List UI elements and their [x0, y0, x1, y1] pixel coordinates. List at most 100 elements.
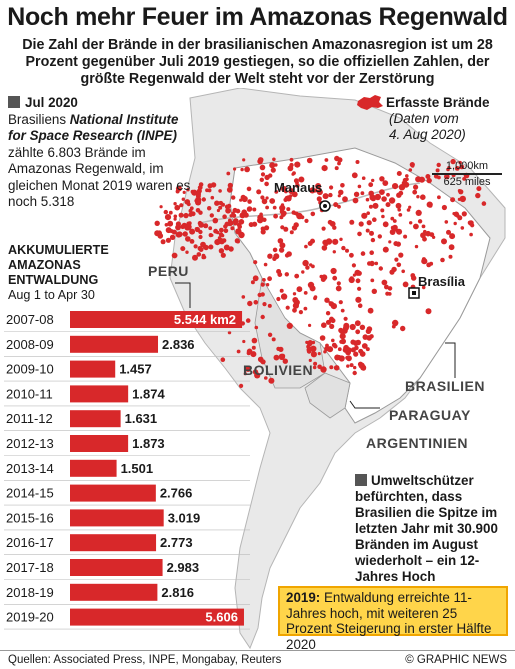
fire-dot — [371, 288, 377, 294]
bar-category-label: 2010-11 — [6, 386, 53, 401]
fire-dot — [360, 191, 365, 196]
fire-dot — [368, 182, 374, 188]
fire-dot — [329, 323, 335, 329]
fire-dot — [316, 196, 322, 202]
fire-dot — [272, 157, 276, 162]
fire-dot — [323, 350, 327, 354]
fire-dot — [361, 212, 368, 219]
fire-dot — [272, 256, 277, 261]
fire-dot — [260, 314, 265, 320]
fire-dot — [180, 246, 186, 252]
fire-dot — [295, 183, 300, 188]
fire-dot — [165, 227, 172, 234]
fire-dot — [319, 335, 326, 341]
fire-dot — [233, 167, 237, 171]
fire-dot — [185, 223, 192, 231]
fire-dot — [429, 232, 435, 238]
fire-dot — [326, 346, 334, 353]
fire-dot — [189, 228, 196, 235]
label-manaus: Manaus — [274, 180, 323, 195]
fire-dot — [325, 319, 332, 325]
fire-dot — [304, 244, 308, 249]
fire-dot — [461, 211, 467, 217]
fire-dot — [263, 262, 268, 267]
fire-dot — [210, 182, 217, 188]
fire-dot — [197, 220, 203, 226]
bar — [70, 360, 116, 378]
bar — [70, 484, 156, 502]
fire-dot — [282, 358, 288, 364]
fire-dot — [248, 222, 254, 228]
bar — [70, 311, 243, 328]
fire-dot — [413, 184, 419, 190]
fire-dot — [355, 329, 361, 335]
fire-dot — [259, 164, 266, 171]
fire-dot — [279, 242, 286, 249]
fire-dot — [264, 181, 269, 187]
fire-dot — [173, 202, 177, 206]
fire-dot — [285, 195, 292, 202]
fire-dot — [425, 174, 431, 179]
fire-dot — [313, 188, 318, 193]
fire-dot — [391, 324, 396, 329]
fire-dot — [188, 212, 193, 217]
fire-dot — [197, 246, 203, 251]
fire-dot — [242, 158, 246, 162]
fire-dot — [342, 196, 348, 203]
fire-dot — [354, 269, 361, 276]
fire-dot — [421, 257, 426, 262]
fire-dot — [178, 212, 184, 218]
fire-dot — [388, 240, 392, 244]
fire-dot — [221, 238, 227, 243]
fire-dot — [446, 229, 451, 235]
fire-dot — [361, 176, 366, 180]
fire-dot — [352, 370, 357, 376]
fire-dot — [244, 365, 252, 372]
fire-dot — [269, 162, 276, 169]
fire-dot — [355, 160, 360, 164]
fire-dot — [339, 333, 346, 340]
fire-dot — [437, 195, 441, 200]
fire-dot — [349, 276, 354, 281]
fire-dot — [305, 265, 310, 270]
fire-dot — [409, 221, 413, 225]
bar-value-label: 5.544 km2 — [174, 312, 236, 327]
fire-dot — [154, 220, 160, 226]
fire-dot — [336, 281, 341, 286]
fire-dot — [185, 236, 191, 242]
fire-dot — [303, 291, 308, 295]
fire-dot — [310, 211, 316, 217]
highlight-year: 2019: — [286, 590, 321, 605]
fire-dot — [372, 202, 379, 209]
fire-dot — [267, 332, 273, 337]
fire-dot — [247, 300, 253, 307]
chart-heading-line3: ENTWALDUNG — [8, 273, 99, 287]
bar-category-label: 2015-16 — [6, 510, 54, 525]
fire-dot — [231, 195, 236, 200]
bar — [70, 583, 158, 601]
fire-dot — [308, 323, 312, 327]
fire-dot — [218, 189, 222, 193]
label-peru: PERU — [148, 263, 189, 279]
fire-dot — [441, 238, 447, 245]
fire-dot — [470, 223, 475, 228]
fire-dot — [355, 296, 362, 303]
fire-dot — [171, 252, 178, 259]
fire-dot — [324, 297, 330, 303]
fire-dot — [160, 239, 166, 245]
fire-dot — [262, 302, 267, 307]
page-subtitle: Die Zahl der Brände in der brasilianisch… — [22, 37, 493, 87]
fire-dot — [398, 190, 404, 196]
fire-dot — [321, 245, 328, 251]
fire-dot — [447, 166, 451, 170]
fire-dot — [294, 273, 300, 279]
fire-dot — [329, 185, 334, 190]
fire-dot — [334, 166, 339, 171]
fire-dot — [246, 206, 252, 212]
fire-dot — [208, 244, 214, 250]
fire-dot — [333, 202, 339, 208]
fire-dot — [449, 233, 456, 240]
info-square-icon — [8, 96, 20, 108]
fire-dot — [358, 348, 364, 354]
fire-dot — [361, 343, 368, 349]
